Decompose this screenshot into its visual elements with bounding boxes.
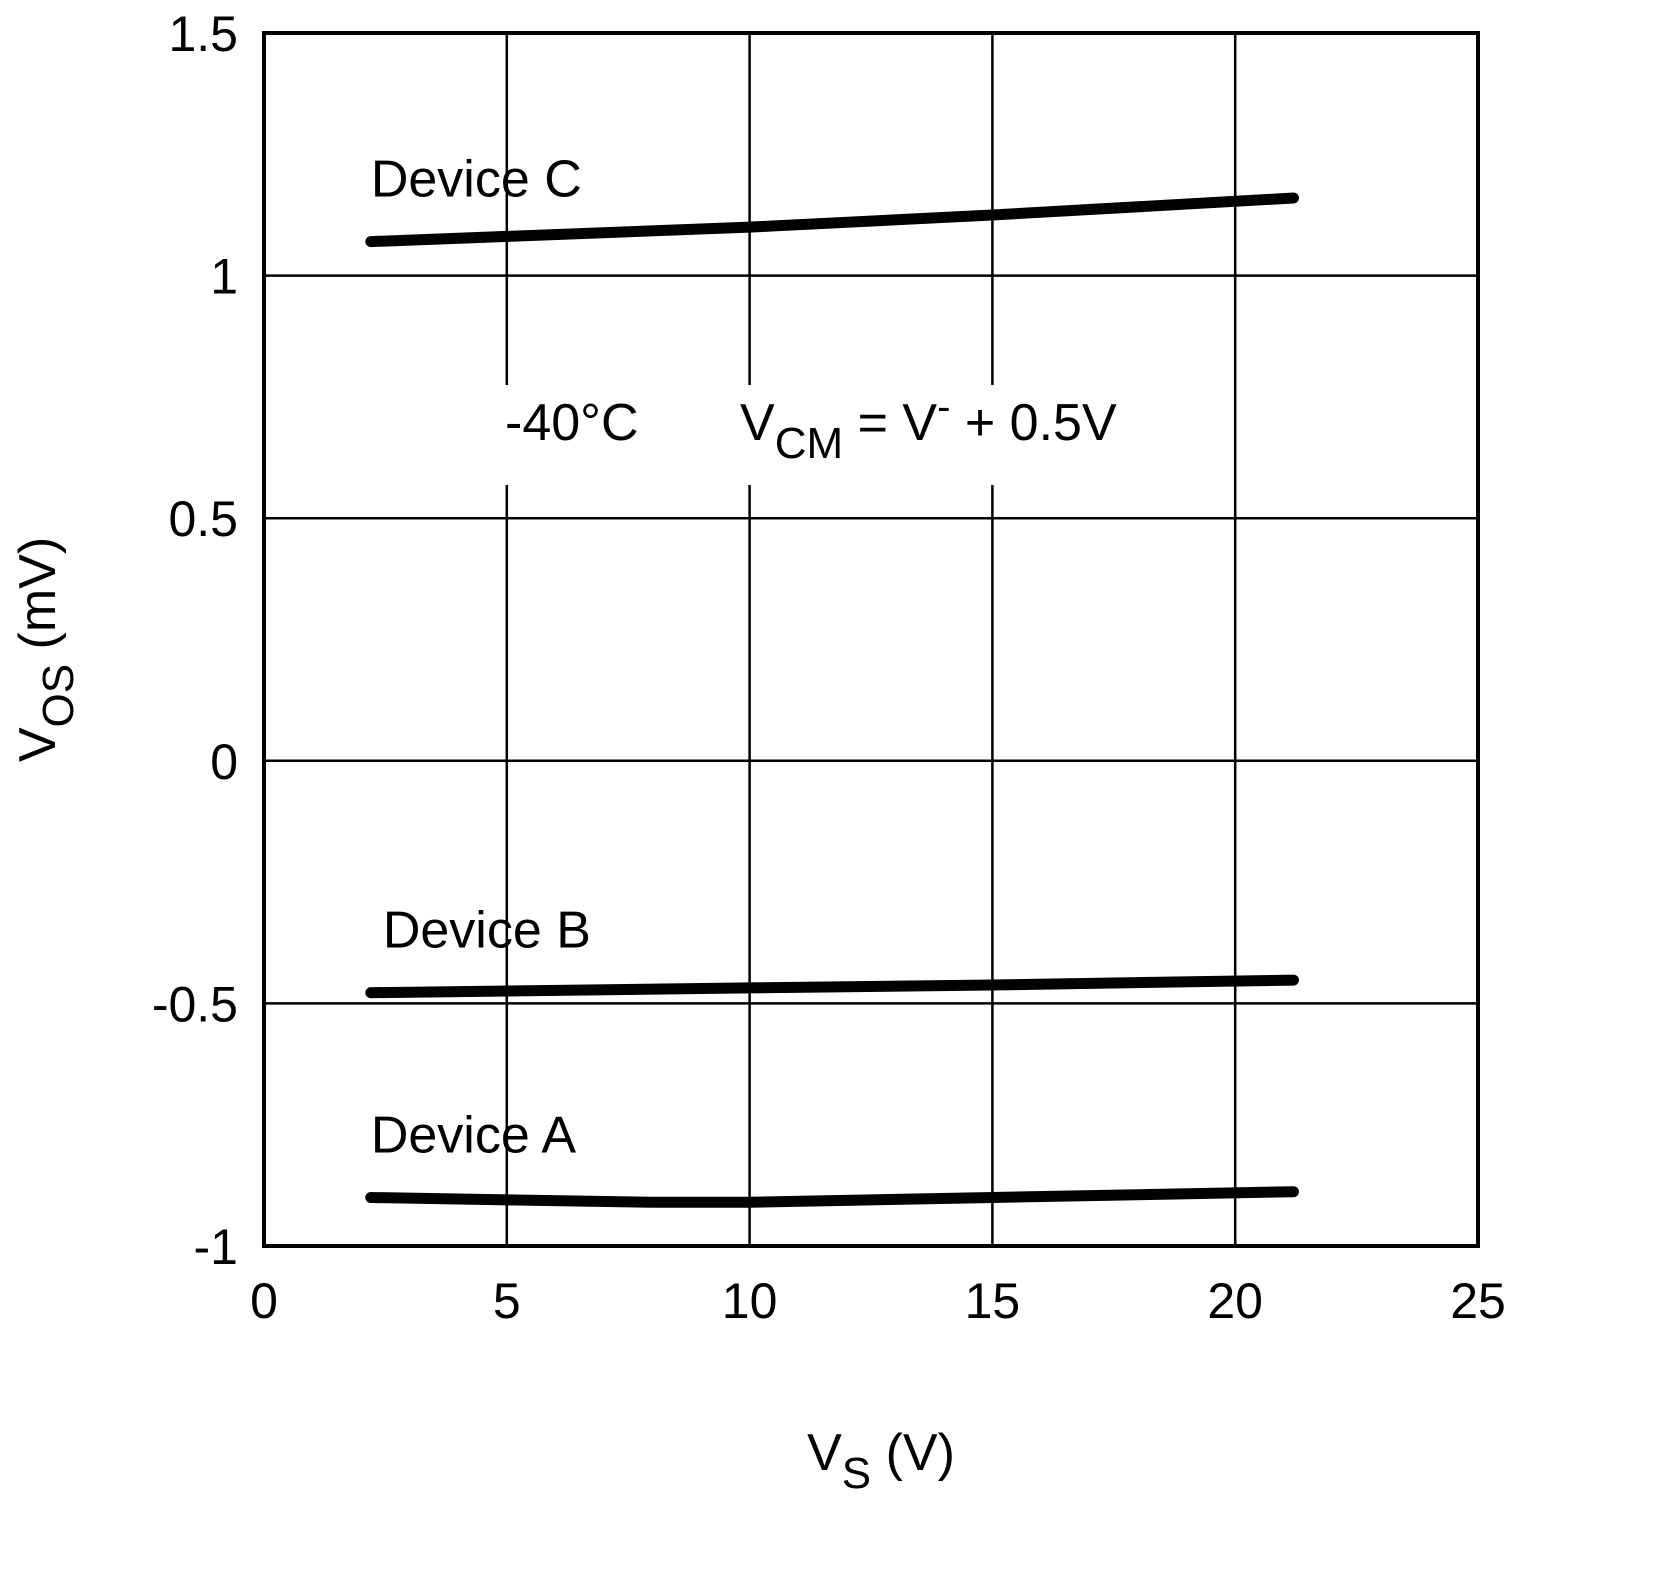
series-line-1 <box>365 974 1299 999</box>
y-tick-label: 0.5 <box>168 491 238 547</box>
annotation-background <box>495 385 1215 485</box>
series-line-0 <box>365 192 1299 248</box>
annotation-vcm-eq: = V <box>843 394 937 452</box>
x-tick-label: 20 <box>1207 1273 1263 1329</box>
series-label-0: Device C <box>371 151 582 209</box>
annotation-vcm-sub: CM <box>775 419 843 468</box>
series-label-2: Device A <box>371 1106 577 1164</box>
y-tick-label: -0.5 <box>152 976 238 1032</box>
x-axis-label-sub: S <box>842 1449 871 1498</box>
annotation-temperature: -40°C <box>505 394 639 452</box>
x-tick-labels: 0 5 10 15 20 25 <box>250 1273 1506 1329</box>
y-axis-label: VOS (mV) <box>9 537 83 762</box>
series-line-2 <box>365 1186 1299 1208</box>
y-tick-labels: -1 -0.5 0 0.5 1 1.5 <box>152 6 238 1275</box>
annotation-vcm-sup: - <box>937 385 950 429</box>
y-axis-label-sub: OS <box>34 664 83 728</box>
x-axis-label: VS (V) <box>807 1424 955 1498</box>
x-tick-label: 5 <box>493 1273 521 1329</box>
annotation-vcm-main: V <box>740 394 775 452</box>
x-tick-label: 25 <box>1450 1273 1506 1329</box>
annotation-vcm-rest: + 0.5V <box>950 394 1117 452</box>
plot-frame <box>262 31 1480 1248</box>
grid <box>264 33 1478 1246</box>
series-layer: Device C Device B Device A <box>365 151 1299 1208</box>
x-tick-label: 15 <box>965 1273 1021 1329</box>
y-axis-label-rest: (mV) <box>9 537 67 664</box>
series-label-1: Device B <box>383 902 591 960</box>
x-axis-label-main: V <box>807 1424 842 1482</box>
x-tick-label: 0 <box>250 1273 278 1329</box>
y-axis-label-main: V <box>9 727 67 762</box>
y-tick-label: 1 <box>210 249 238 305</box>
y-tick-label: -1 <box>194 1219 238 1275</box>
y-tick-label: 1.5 <box>168 6 238 62</box>
x-axis-label-rest: (V) <box>871 1424 955 1482</box>
annotation-vcm: VCM = V- + 0.5V <box>740 385 1117 468</box>
x-tick-label: 10 <box>722 1273 778 1329</box>
y-tick-label: 0 <box>210 734 238 790</box>
